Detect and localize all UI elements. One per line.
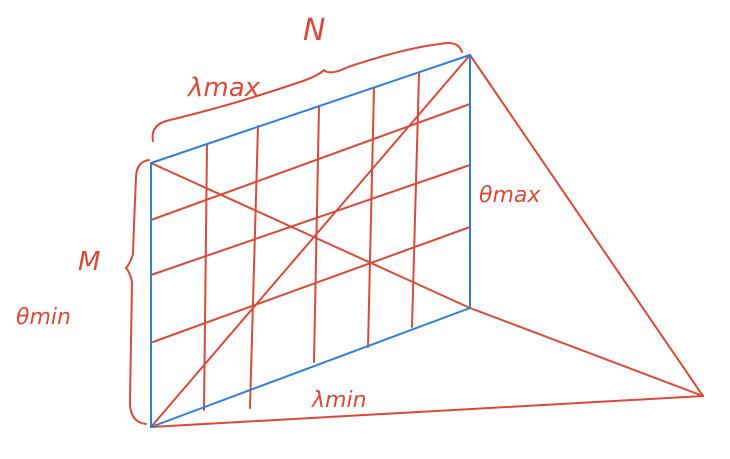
label-m: M <box>78 247 100 277</box>
grid-horizontal-line <box>152 226 471 343</box>
grid-diagonal-up <box>150 54 471 428</box>
grid-boundary <box>150 54 471 428</box>
ray-top-right-to-point <box>469 54 704 397</box>
label-lambda-min: λmin <box>311 388 367 413</box>
grid-vertical-line <box>249 125 259 409</box>
grid-vertical-line <box>367 87 375 348</box>
labels: N λmax θmax M θmin λmin <box>16 13 541 413</box>
grid-horizontal-line <box>150 164 471 276</box>
label-lambda-max: λmax <box>186 73 261 103</box>
top-brace-n <box>151 42 463 142</box>
projection-lines <box>125 42 704 428</box>
grid-diagonal-down <box>150 162 471 309</box>
ray-bottom-right-to-point <box>469 307 704 397</box>
grid-vertical-line <box>313 105 320 363</box>
grid-vertical-line <box>203 144 208 411</box>
label-theta-min: θmin <box>16 305 71 330</box>
grid-horizontal-line <box>150 103 471 221</box>
grid-vertical-line <box>411 73 420 328</box>
grid-frame <box>150 54 471 428</box>
left-brace-m <box>125 159 150 425</box>
label-theta-max: θmax <box>479 183 541 208</box>
label-n: N <box>303 13 325 48</box>
ray-bottom-left-to-point <box>150 395 704 428</box>
